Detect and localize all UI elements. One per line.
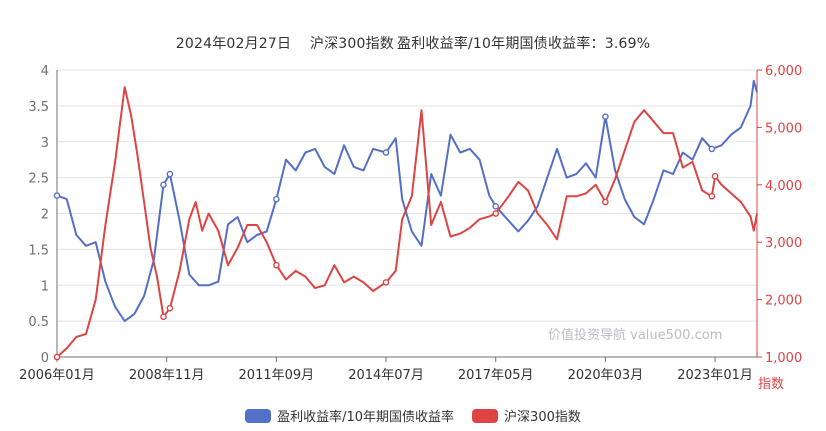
legend-item-ratio[interactable]: 盈利收益率/10年期国债收益率 [245, 406, 454, 425]
left-tick-label: 2 [41, 208, 49, 223]
index-point [492, 210, 500, 217]
legend-item-index[interactable]: 沪深300指数 [472, 406, 581, 425]
right-tick-label: 1,000 [765, 351, 802, 366]
ratio-point [602, 113, 609, 120]
left-tick-label: 1 [41, 279, 49, 294]
right-axis-name: 指数 [758, 377, 784, 392]
x-tick-label: 2014年07月 [348, 368, 424, 383]
x-tick-label: 2023年01月 [677, 368, 753, 383]
legend: 盈利收益率/10年期国债收益率 沪深300指数 [0, 406, 826, 425]
title-ratio: 盈利收益率/10年期国债收益率：3.69% [397, 36, 651, 52]
right-tick-label: 6,000 [765, 64, 802, 79]
index-point [273, 261, 280, 269]
index-point [160, 313, 167, 321]
left-tick-label: 0.5 [28, 315, 49, 330]
index-point [711, 172, 719, 180]
legend-swatch-index [472, 408, 499, 423]
right-tick-label: 2,000 [765, 294, 802, 309]
title-date: 2024年02月27日 [175, 36, 292, 52]
legend-label-ratio: 盈利收益率/10年期国债收益率 [277, 410, 455, 425]
right-tick-label: 3,000 [765, 236, 802, 251]
index-point [708, 192, 716, 200]
index-point [166, 304, 174, 312]
series-line-ratio [56, 79, 758, 323]
right-tick-label: 4,000 [765, 179, 802, 194]
left-tick-label: 4 [41, 64, 49, 79]
x-tick-label: 2008年11月 [129, 368, 205, 383]
ratio-point [708, 145, 716, 153]
index-point [382, 279, 390, 286]
left-tick-label: 3 [41, 136, 49, 151]
legend-label-index: 沪深300指数 [504, 410, 581, 425]
watermark: 价值投资导航 value500.com [548, 328, 723, 343]
index-point [53, 353, 61, 361]
ratio-point [273, 195, 280, 203]
x-tick-label: 2011年09月 [239, 368, 315, 383]
index-point [602, 198, 609, 206]
ratio-point [492, 203, 500, 210]
chart-title: 2024年02月27日 沪深300指数 盈利收益率/10年期国债收益率：3.69% [0, 33, 826, 53]
x-tick-label: 2006年01月 [19, 368, 95, 383]
ratio-point [53, 192, 61, 199]
left-tick-label: 0 [41, 351, 49, 366]
title-index-label: 沪深300指数 [309, 36, 395, 52]
legend-swatch-ratio [245, 408, 272, 423]
x-tick-label: 2017年05月 [458, 368, 534, 383]
ratio-point [166, 170, 174, 178]
left-tick-label: 3.5 [28, 100, 49, 115]
left-tick-label: 2.5 [28, 172, 49, 187]
line-chart: 0 0.5 1 1.5 2 2.5 3 3.5 4 1,000 2,000 3,000 4,000 5,0… [19, 64, 802, 392]
ratio-point [160, 181, 167, 189]
right-tick-label: 5,000 [765, 121, 802, 136]
ratio-point [382, 149, 390, 156]
left-tick-label: 1.5 [28, 243, 49, 258]
x-tick-label: 2020年03月 [568, 368, 644, 383]
